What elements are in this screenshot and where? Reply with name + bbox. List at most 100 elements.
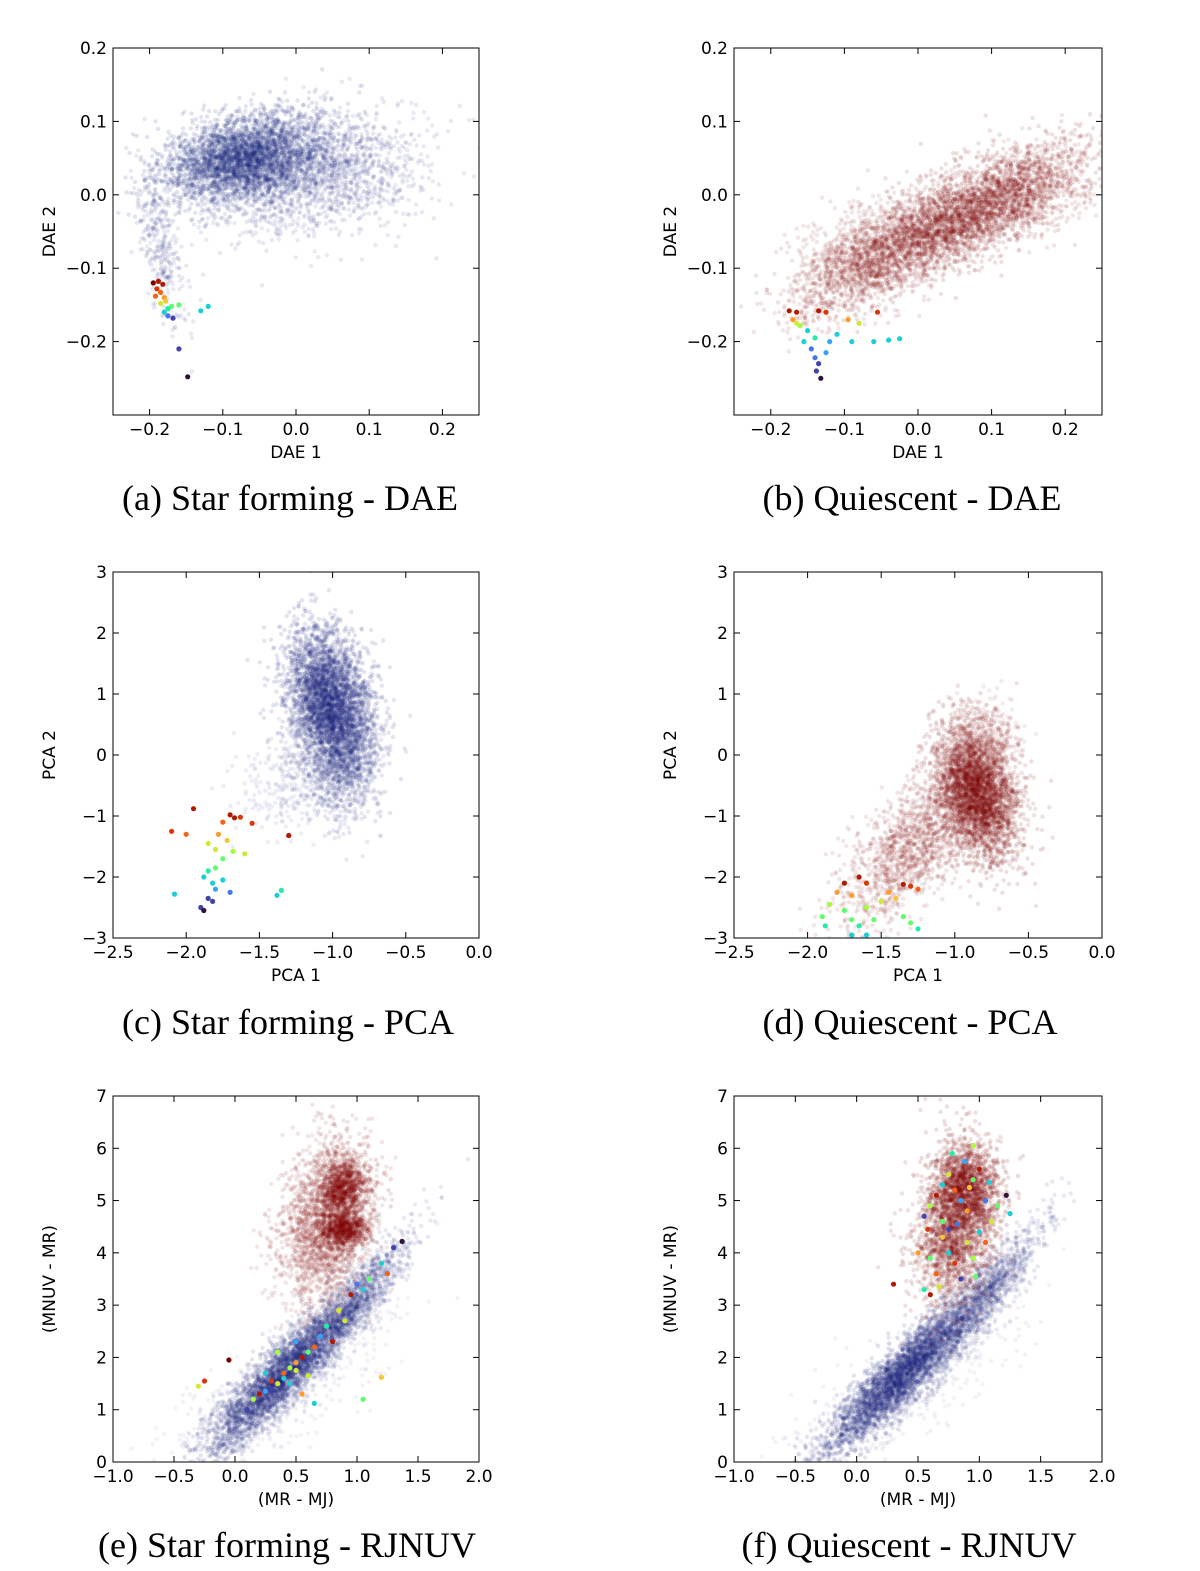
scatter-point	[177, 167, 183, 172]
scatter-point	[254, 132, 259, 137]
scatter-point	[320, 164, 326, 170]
scatter-point	[419, 210, 424, 215]
scatter-point	[418, 152, 424, 157]
scatter-point	[396, 234, 401, 239]
scatter-point	[146, 163, 151, 168]
scatter-point	[199, 176, 205, 181]
scatter-point	[116, 210, 121, 216]
scatter-point	[184, 177, 189, 183]
scatter-point	[288, 183, 294, 188]
scatter-point	[228, 156, 233, 161]
scatter-point	[265, 120, 270, 125]
scatter-point	[187, 191, 192, 196]
scatter-point	[226, 167, 232, 172]
point-cloud	[116, 67, 479, 374]
scatter-point	[329, 97, 334, 102]
scatter-point	[390, 202, 396, 207]
scatter-point	[377, 200, 382, 206]
scatter-point	[213, 154, 218, 160]
scatter-point	[368, 181, 374, 186]
scatter-point	[312, 177, 317, 182]
scatter-point	[204, 237, 209, 242]
scatter-point	[229, 208, 234, 213]
scatter-point	[302, 229, 307, 235]
scatter-point	[300, 114, 306, 120]
scatter-point	[272, 121, 277, 126]
scatter-point	[216, 111, 222, 117]
scatter-point	[341, 143, 347, 149]
scatter-point	[336, 192, 341, 197]
scatter-point	[281, 125, 286, 130]
scatter-point	[163, 144, 168, 149]
scatter-point	[382, 126, 387, 131]
scatter-point	[304, 156, 310, 161]
scatter-point	[240, 164, 245, 169]
scatter-point	[387, 145, 392, 150]
scatter-point	[242, 185, 247, 190]
scatter-point	[286, 201, 291, 207]
scatter-point	[215, 201, 220, 206]
scatter-point	[280, 99, 285, 104]
scatter-point	[180, 163, 186, 169]
scatter-point	[243, 153, 249, 159]
scatter-point	[240, 130, 245, 135]
scatter-point	[272, 218, 277, 224]
scatter-point	[210, 173, 215, 179]
scatter-point	[127, 150, 132, 156]
scatter-point	[363, 128, 369, 133]
scatter-point	[223, 185, 228, 191]
scatter-point	[235, 163, 240, 168]
scatter-point	[273, 157, 278, 163]
scatter-point	[228, 179, 233, 185]
scatter-point	[167, 149, 173, 154]
scatter-point	[359, 145, 364, 150]
scatter-point	[274, 183, 279, 188]
scatter-point	[320, 204, 326, 210]
scatter-point	[213, 168, 219, 174]
scatter-point	[123, 175, 128, 180]
scatter-point	[205, 144, 210, 149]
scatter-point	[200, 193, 205, 198]
scatter-point	[335, 148, 340, 153]
scatter-point	[364, 139, 370, 144]
scatter-point	[262, 107, 267, 113]
scatter-point	[228, 160, 234, 166]
scatter-point	[134, 133, 139, 138]
scatter-point	[202, 224, 207, 229]
scatter-point	[189, 242, 194, 248]
scatter-point	[261, 161, 266, 166]
scatter-point	[325, 167, 331, 172]
scatter-point	[294, 186, 299, 191]
scatter-point	[434, 132, 439, 137]
scatter-point	[272, 138, 277, 143]
scatter-point	[276, 102, 281, 107]
scatter-point	[228, 116, 233, 122]
scatter-point	[287, 207, 292, 212]
scatter-point	[268, 127, 273, 133]
scatter-point	[240, 132, 246, 138]
scatter-point	[128, 190, 133, 196]
scatter-point	[262, 155, 267, 160]
scatter-point	[221, 137, 226, 142]
scatter-point	[269, 183, 275, 188]
scatter-point	[216, 188, 221, 194]
scatter-point	[205, 175, 211, 180]
scatter-point	[262, 163, 267, 169]
scatter-point	[289, 112, 294, 117]
scatter-point	[348, 196, 354, 201]
scatter-point	[306, 123, 311, 129]
scatter-point	[273, 142, 278, 147]
scatter-point	[225, 149, 231, 154]
scatter-point	[291, 160, 296, 165]
scatter-point	[248, 156, 253, 161]
scatter-point	[295, 200, 300, 205]
scatter-point	[189, 182, 194, 187]
scatter-point	[231, 202, 236, 208]
scatter-point	[212, 179, 217, 184]
scatter-point	[257, 146, 262, 152]
scatter-point	[221, 165, 227, 171]
scatter-point	[208, 169, 213, 174]
scatter-point	[322, 141, 328, 147]
scatter-point	[258, 157, 263, 162]
scatter-point	[411, 116, 416, 121]
